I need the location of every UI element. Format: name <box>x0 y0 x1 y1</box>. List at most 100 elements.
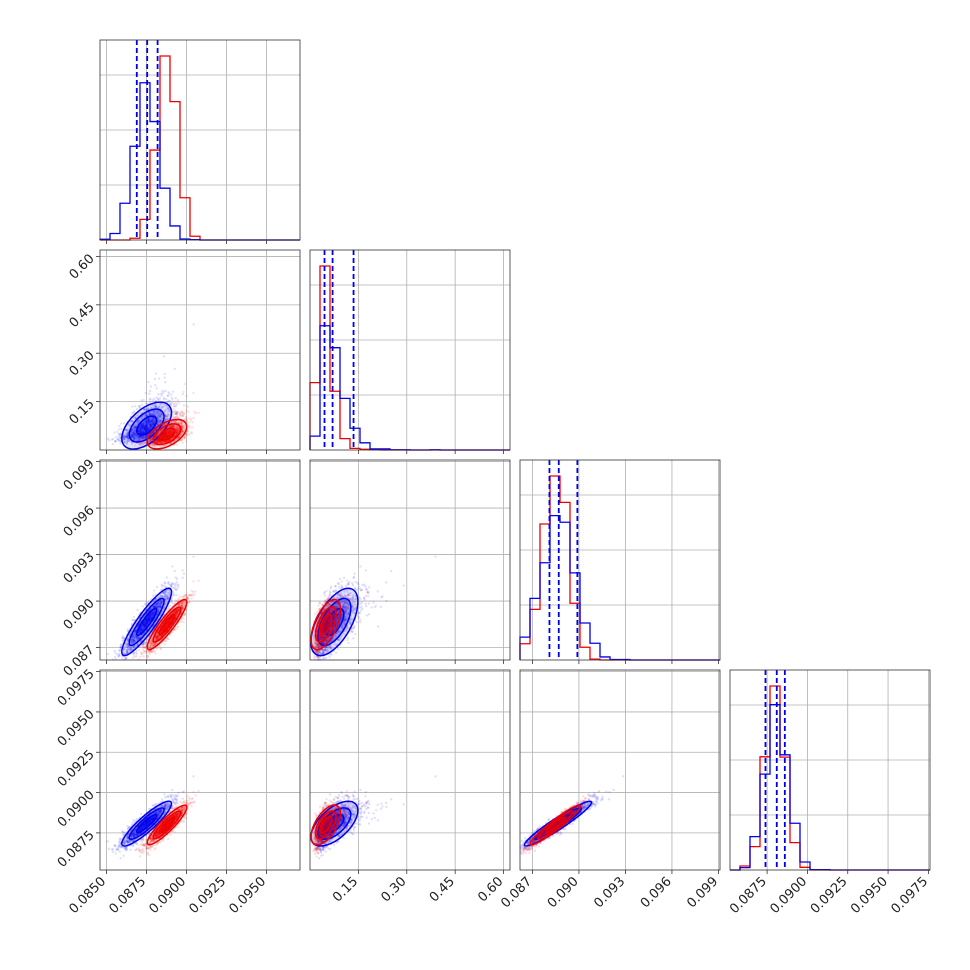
sample-point <box>184 415 187 419</box>
sample-point <box>148 428 151 431</box>
sample-point <box>114 435 118 439</box>
sample-point <box>173 367 177 370</box>
sample-point <box>172 402 176 406</box>
sample-point <box>118 649 121 653</box>
sample-point <box>186 417 189 421</box>
sample-point <box>192 555 195 558</box>
sample-point <box>149 397 152 401</box>
sample-point <box>163 581 167 585</box>
sample-point <box>134 437 138 440</box>
sample-point <box>167 392 171 395</box>
sample-point <box>120 427 123 431</box>
sample-point <box>174 412 178 416</box>
sample-point <box>145 421 149 424</box>
sample-point <box>160 583 163 587</box>
sample-point <box>149 420 152 424</box>
sample-point <box>117 432 120 435</box>
sample-point <box>181 414 184 418</box>
sample-point <box>120 643 123 646</box>
sample-point <box>168 582 171 586</box>
sample-point <box>190 426 194 429</box>
sample-point <box>181 392 184 396</box>
sample-point <box>162 398 166 401</box>
sample-point <box>135 434 139 438</box>
sample-point <box>135 423 138 426</box>
sample-point <box>151 594 155 597</box>
sample-point <box>149 401 152 404</box>
sample-point <box>166 413 170 416</box>
sample-point <box>163 643 167 646</box>
sample-point <box>139 430 143 434</box>
sample-point <box>148 423 152 426</box>
panel-1-0 <box>96 249 301 454</box>
sample-point <box>158 421 161 424</box>
sample-point <box>152 420 155 424</box>
sample-point <box>192 391 195 395</box>
sample-point <box>179 413 182 417</box>
sample-point <box>174 584 177 588</box>
sample-point <box>150 420 154 423</box>
sample-point <box>131 656 135 659</box>
sample-point <box>157 420 160 424</box>
sample-point <box>140 435 143 438</box>
sample-point <box>185 420 189 423</box>
sample-point <box>152 411 156 414</box>
sample-point <box>160 389 164 393</box>
sample-point <box>188 432 191 436</box>
sample-point <box>142 398 145 402</box>
sample-point <box>176 399 180 402</box>
sample-point <box>153 412 157 416</box>
sample-point <box>171 390 175 393</box>
sample-point <box>174 401 177 405</box>
sample-point <box>145 420 148 424</box>
sample-point <box>147 418 150 421</box>
sample-point <box>128 424 132 428</box>
sample-point <box>126 432 129 435</box>
sample-point <box>149 385 153 388</box>
sample-point <box>117 439 121 442</box>
sample-point <box>134 426 137 429</box>
sample-point <box>137 436 141 439</box>
sample-point <box>143 427 147 431</box>
sample-point <box>153 404 156 408</box>
sample-point <box>139 429 142 433</box>
sample-point <box>146 427 149 430</box>
sample-point <box>118 424 121 428</box>
sample-point <box>154 406 158 409</box>
sample-point <box>168 399 171 402</box>
sample-point <box>144 427 147 431</box>
sample-point <box>165 585 168 589</box>
sample-point <box>190 432 193 435</box>
sample-point <box>126 434 129 437</box>
sample-point <box>130 434 134 437</box>
sample-point <box>190 597 193 600</box>
sample-point <box>114 439 117 443</box>
sample-point <box>144 391 147 395</box>
sample-point <box>152 589 156 592</box>
sample-point <box>162 355 166 358</box>
sample-point <box>162 584 166 587</box>
sample-point <box>142 422 145 425</box>
sample-point <box>120 422 123 425</box>
sample-point <box>146 423 150 427</box>
sample-point <box>118 435 121 438</box>
sample-point <box>149 413 152 416</box>
sample-point <box>173 569 177 573</box>
sample-point <box>148 424 152 427</box>
sample-point <box>175 593 178 597</box>
sample-point <box>124 428 128 432</box>
sample-point <box>133 430 137 433</box>
sample-point <box>122 437 125 440</box>
sample-point <box>150 412 153 415</box>
sample-point <box>187 410 190 413</box>
sample-point <box>150 420 153 423</box>
sample-point <box>188 424 191 428</box>
sample-point <box>186 405 190 408</box>
sample-point <box>137 419 140 423</box>
sample-point <box>133 437 136 440</box>
sample-point <box>183 382 186 386</box>
sample-point <box>189 418 193 422</box>
sample-point <box>175 580 178 584</box>
sample-point <box>140 399 143 402</box>
sample-point <box>137 420 140 423</box>
